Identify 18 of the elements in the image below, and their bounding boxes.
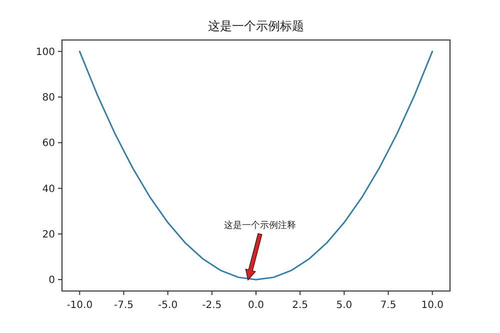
x-tick-label: 2.5 [292, 300, 308, 311]
y-tick-label: 40 [42, 184, 55, 195]
x-tick-label: 10.0 [421, 300, 444, 311]
annotation: 这是一个示例注释 [224, 220, 296, 231]
line-series [78, 50, 434, 280]
x-tick-label: 0.0 [248, 300, 264, 311]
y-tick-label: 0 [48, 275, 55, 286]
y-tick-label: 20 [42, 229, 55, 240]
x-tick-label: -5.0 [158, 300, 178, 311]
y-tick-label: 60 [42, 138, 55, 150]
x-tick-label: -7.5 [114, 300, 134, 311]
chart-title: 这是一个示例标题 [208, 19, 304, 33]
y-tick-label: 80 [42, 92, 55, 104]
y-tick-label: 100 [36, 46, 55, 58]
x-tick-label: 7.5 [380, 300, 396, 311]
x-tick-label: 5.0 [336, 300, 352, 311]
x-tick-label: -10.0 [66, 300, 93, 311]
x-tick-label: -2.5 [202, 300, 222, 311]
